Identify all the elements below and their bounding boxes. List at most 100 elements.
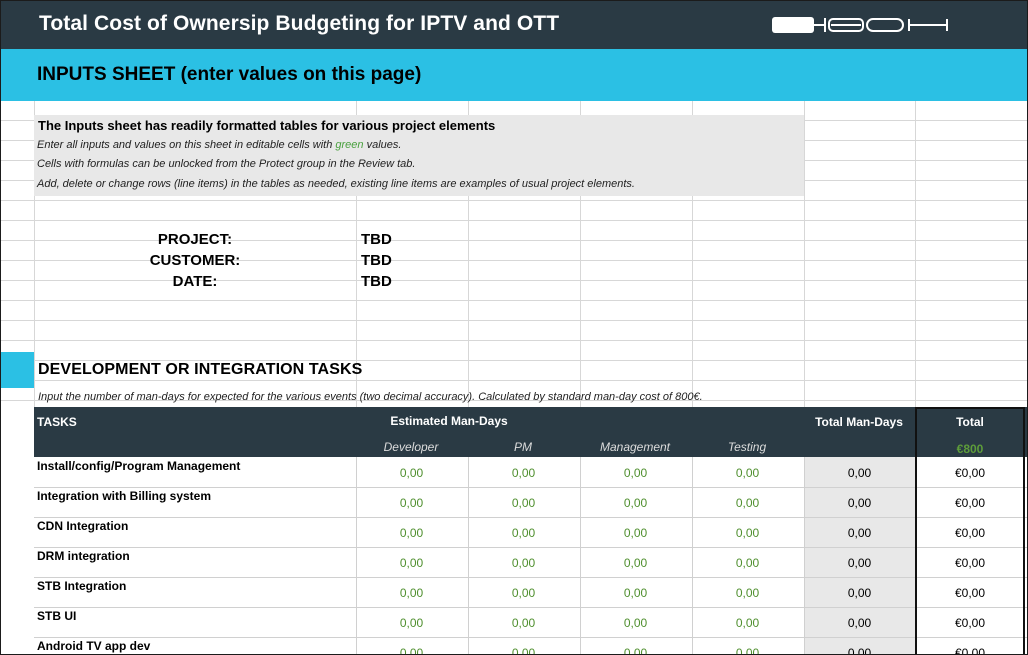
task-name[interactable]: Android TV app dev (37, 639, 151, 653)
grid-column-line (580, 101, 581, 407)
table-column-line (804, 457, 805, 654)
date-label: DATE: (172, 273, 218, 290)
table-column-line (692, 457, 693, 654)
management-days-cell[interactable]: 0,00 (623, 646, 648, 655)
total-days-cell[interactable]: 0,00 (847, 496, 872, 510)
task-name[interactable]: DRM integration (37, 549, 130, 563)
management-days-cell[interactable]: 0,00 (623, 616, 648, 630)
total-days-cell[interactable]: 0,00 (847, 526, 872, 540)
instructions-line-1: Enter all inputs and values on this shee… (37, 139, 401, 151)
section-note: Input the number of man-days for expecte… (38, 391, 703, 403)
pm-days-cell[interactable]: 0,00 (511, 646, 536, 655)
company-logo (772, 17, 948, 33)
inputs-sheet-heading: INPUTS SHEET (enter values on this page) (37, 64, 422, 85)
row-divider (34, 577, 1027, 578)
grid-column-line (915, 101, 916, 407)
col-total-days-header: Total Man-Days (815, 415, 903, 429)
total-column-border (915, 407, 1025, 654)
task-name[interactable]: STB UI (37, 609, 77, 623)
section-title: DEVELOPMENT OR INTEGRATION TASKS (38, 361, 363, 378)
table-row: Install/config/Program Management 0,00 0,0… (34, 457, 1027, 487)
project-label: PROJECT: (157, 231, 233, 248)
sub-developer-header: Developer (383, 440, 439, 454)
developer-days-cell[interactable]: 0,00 (399, 586, 424, 600)
management-days-cell[interactable]: 0,00 (623, 466, 648, 480)
testing-days-cell[interactable]: 0,00 (735, 616, 760, 630)
total-cost-cell[interactable]: €0,00 (954, 616, 986, 630)
table-column-line (356, 457, 357, 654)
sub-testing-header: Testing (727, 440, 767, 454)
total-days-cell[interactable]: 0,00 (847, 616, 872, 630)
row-divider (34, 517, 1027, 518)
total-cost-cell[interactable]: €0,00 (954, 646, 986, 655)
total-days-column (804, 457, 915, 654)
col-tasks-header: TASKS (37, 415, 77, 429)
total-cost-cell[interactable]: €0,00 (954, 526, 986, 540)
total-days-cell[interactable]: 0,00 (847, 586, 872, 600)
rate-cell[interactable]: €800 (956, 442, 984, 456)
date-value[interactable]: TBD (361, 273, 392, 290)
section-marker (1, 352, 34, 388)
total-days-cell[interactable]: 0,00 (847, 556, 872, 570)
instructions-line-2: Cells with formulas can be unlocked from… (37, 158, 416, 170)
pm-days-cell[interactable]: 0,00 (511, 526, 536, 540)
grid-column-line (468, 101, 469, 407)
sub-pm-header: PM (514, 440, 532, 454)
table-header: TASKS Estimated Man-Days Total Man-Days … (34, 407, 1027, 457)
developer-days-cell[interactable]: 0,00 (399, 466, 424, 480)
testing-days-cell[interactable]: 0,00 (735, 526, 760, 540)
total-cost-cell[interactable]: €0,00 (954, 586, 986, 600)
instructions-line-3: Add, delete or change rows (line items) … (37, 178, 635, 190)
row-divider (34, 547, 1027, 548)
management-days-cell[interactable]: 0,00 (623, 586, 648, 600)
developer-days-cell[interactable]: 0,00 (399, 556, 424, 570)
management-days-cell[interactable]: 0,00 (623, 496, 648, 510)
task-name[interactable]: Integration with Billing system (37, 489, 212, 503)
col-estimated-header: Estimated Man-Days (390, 414, 508, 428)
task-name[interactable]: Install/config/Program Management (37, 459, 241, 473)
developer-days-cell[interactable]: 0,00 (399, 616, 424, 630)
pm-days-cell[interactable]: 0,00 (511, 556, 536, 570)
table-row: Android TV app dev 0,00 0,00 0,00 0,00 0,00 €0… (34, 637, 1027, 655)
customer-value[interactable]: TBD (361, 252, 392, 269)
developer-days-cell[interactable]: 0,00 (399, 496, 424, 510)
pm-days-cell[interactable]: 0,00 (511, 496, 536, 510)
title-bar: Total Cost of Ownersip Budgeting for IPT… (1, 1, 1027, 49)
grid-column-line (356, 101, 357, 407)
testing-days-cell[interactable]: 0,00 (735, 556, 760, 570)
management-days-cell[interactable]: 0,00 (623, 526, 648, 540)
management-days-cell[interactable]: 0,00 (623, 556, 648, 570)
customer-label: CUSTOMER: (149, 252, 241, 269)
pm-days-cell[interactable]: 0,00 (511, 586, 536, 600)
task-name[interactable]: CDN Integration (37, 519, 129, 533)
total-cost-cell[interactable]: €0,00 (954, 466, 986, 480)
col-total-header: Total (956, 415, 984, 429)
table-row: STB UI 0,00 0,00 0,00 0,00 0,00 €0,00 (34, 607, 1027, 637)
row-divider (34, 607, 1027, 608)
developer-days-cell[interactable]: 0,00 (399, 646, 424, 655)
inputs-sheet-band: INPUTS SHEET (enter values on this page) (1, 49, 1027, 101)
pm-days-cell[interactable]: 0,00 (511, 616, 536, 630)
total-cost-cell[interactable]: €0,00 (954, 496, 986, 510)
testing-days-cell[interactable]: 0,00 (735, 586, 760, 600)
table-row: DRM integration 0,00 0,00 0,00 0,00 0,00 €0,00 (34, 547, 1027, 577)
pm-days-cell[interactable]: 0,00 (511, 466, 536, 480)
total-cost-cell[interactable]: €0,00 (954, 556, 986, 570)
project-value[interactable]: TBD (361, 231, 392, 248)
table-column-line (580, 457, 581, 654)
table-row: CDN Integration 0,00 0,00 0,00 0,00 0,00 €0,00 (34, 517, 1027, 547)
testing-days-cell[interactable]: 0,00 (735, 466, 760, 480)
table-row: STB Integration 0,00 0,00 0,00 0,00 0,00 €0,00 (34, 577, 1027, 607)
task-name[interactable]: STB Integration (37, 579, 127, 593)
row-divider (34, 487, 1027, 488)
testing-days-cell[interactable]: 0,00 (735, 496, 760, 510)
instructions-box: The Inputs sheet has readily formatted t… (34, 115, 804, 196)
grid-column-line (804, 101, 805, 407)
total-days-cell[interactable]: 0,00 (847, 646, 872, 655)
testing-days-cell[interactable]: 0,00 (735, 646, 760, 655)
developer-days-cell[interactable]: 0,00 (399, 526, 424, 540)
grid-column-line (34, 101, 35, 407)
total-days-cell[interactable]: 0,00 (847, 466, 872, 480)
green-keyword: green (335, 139, 364, 151)
